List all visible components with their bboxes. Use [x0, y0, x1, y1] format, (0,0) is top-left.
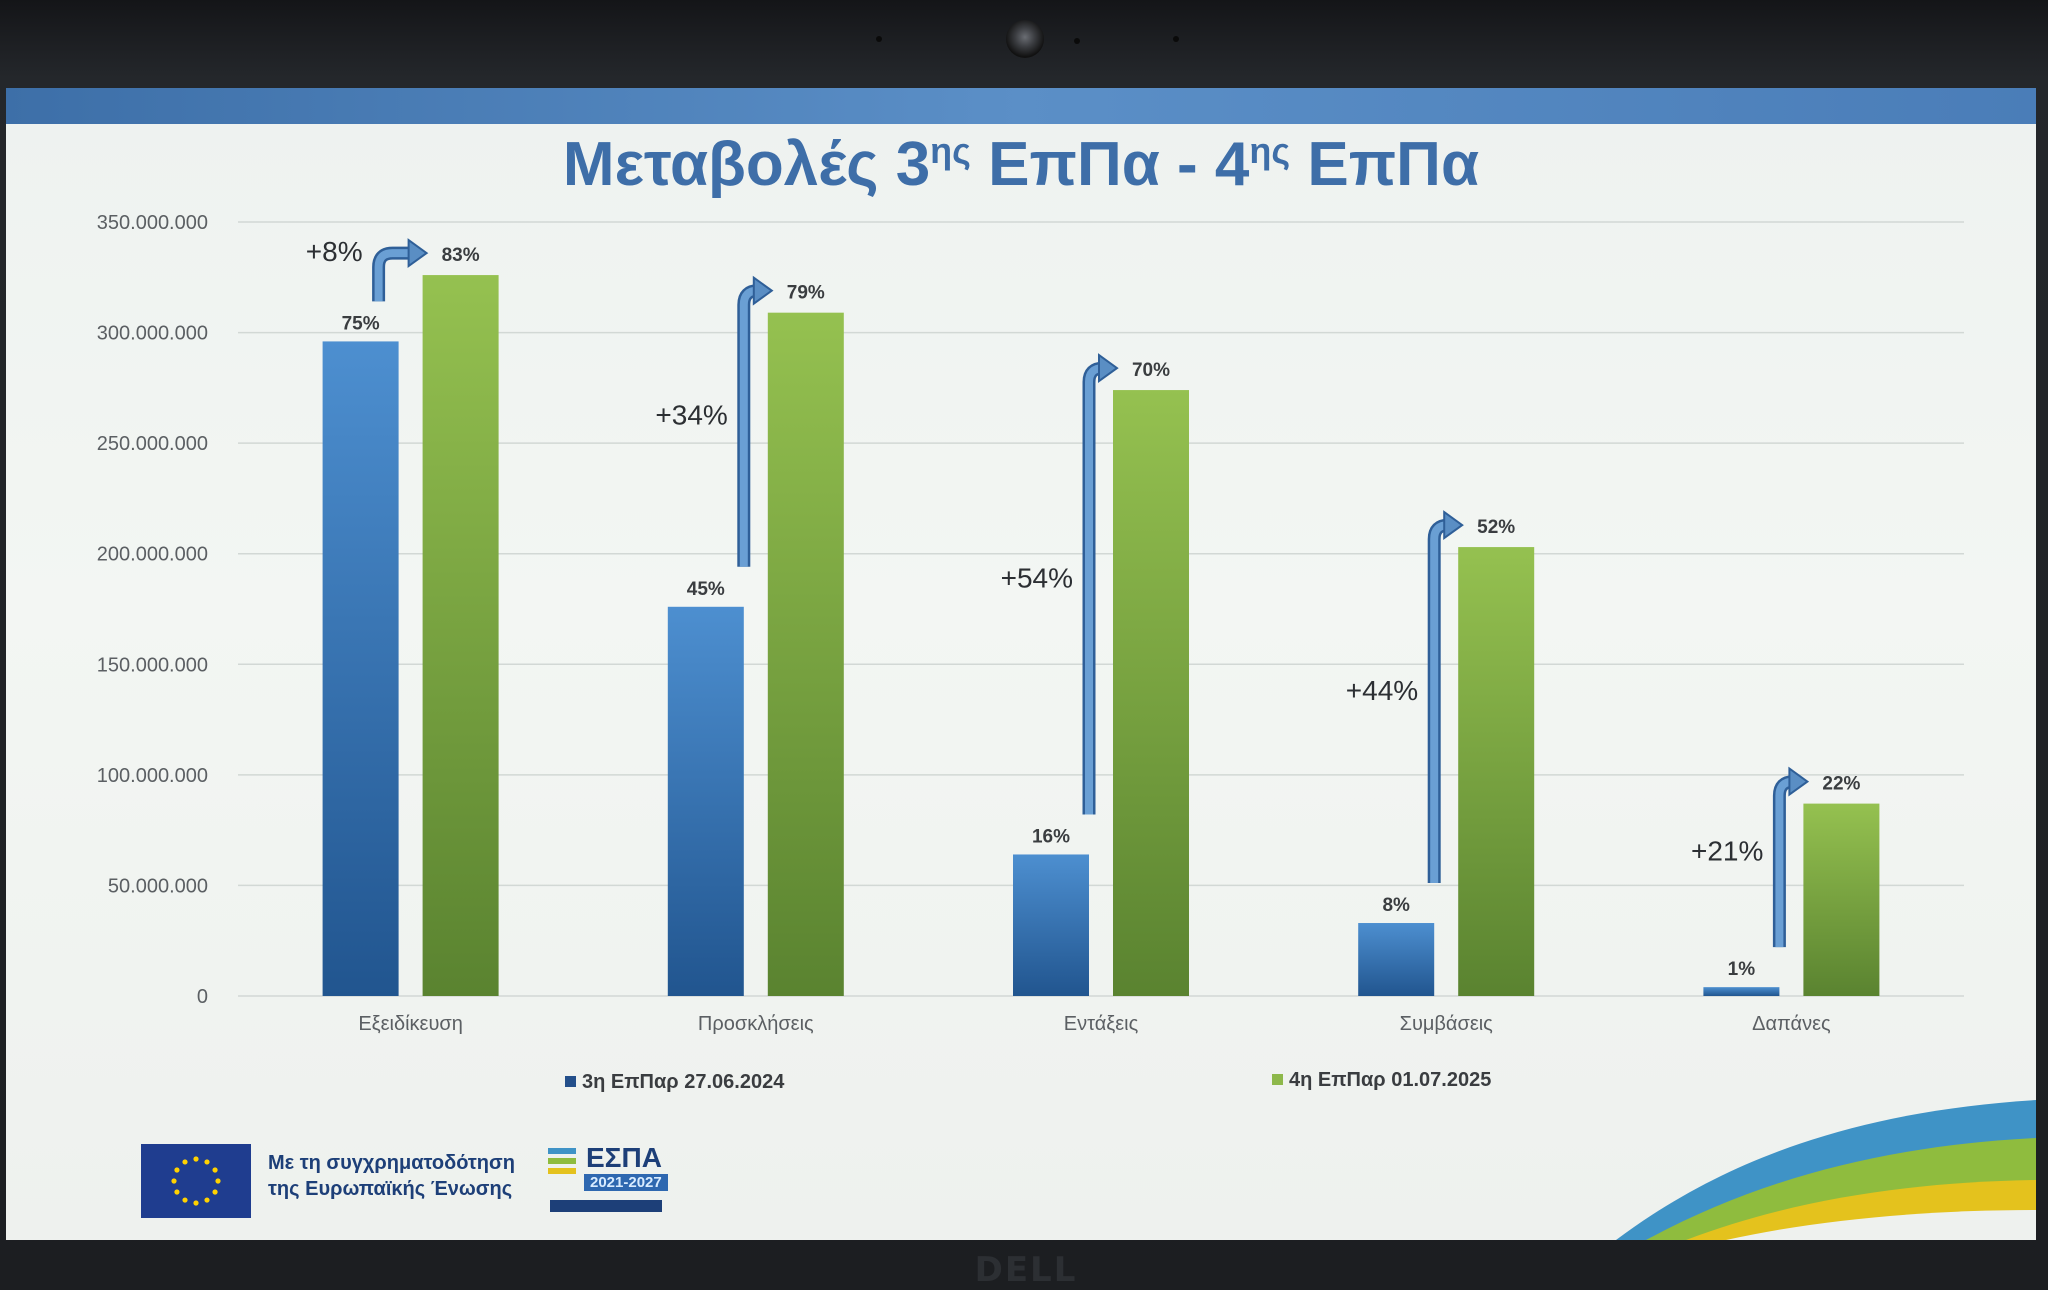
eu-flag-icon [141, 1144, 251, 1218]
eu-star [204, 1159, 210, 1165]
espa-stripe [548, 1148, 576, 1154]
title-part-a: Μεταβολές 3 [563, 130, 930, 199]
chart-title: Μεταβολές 3ης ΕπΠα - 4ης ΕπΠα [563, 130, 1479, 199]
change-arrow-shaft [1775, 777, 1794, 948]
data-label-series-1: 8% [1382, 895, 1410, 916]
y-tick-label: 150.000.000 [97, 654, 208, 676]
eu-star [212, 1189, 218, 1195]
x-axis-labels: Εξειδίκευση Προσκλήσεις Εντάξεις Συμβάσεις Δ… [358, 1013, 1831, 1035]
data-label-series-2: 52% [1477, 517, 1515, 538]
data-label-series-1: 16% [1032, 826, 1070, 847]
title-sup-1: ης [930, 130, 971, 171]
change-percent-label: +44% [1346, 675, 1418, 706]
presentation-slide: Μεταβολές 3ης ΕπΠα - 4ης ΕπΠα 0 50.000.00… [6, 88, 2036, 1240]
data-label-series-1: 75% [342, 313, 380, 334]
data-label-series-1: 45% [687, 579, 725, 600]
eu-star [215, 1178, 221, 1184]
espa-stripe [548, 1158, 576, 1164]
cofunding-line-1: Με τη συγχρηματοδότηση [268, 1152, 515, 1174]
change-arrow-head [1443, 510, 1464, 541]
change-arrow-shaft [1430, 521, 1449, 884]
eu-star [204, 1197, 210, 1203]
x-tick-label: Εντάξεις [1064, 1013, 1139, 1035]
sensor-dot [1074, 38, 1080, 44]
change-percent-label: +54% [1001, 562, 1073, 593]
title-part-b: ΕπΠα - 4 [971, 130, 1250, 199]
data-label-series-2: 83% [442, 245, 480, 266]
eu-star [171, 1178, 177, 1184]
x-tick-label: Προσκλήσεις [698, 1013, 814, 1035]
eu-star [182, 1159, 188, 1165]
laptop-brand-logo: DELL [974, 1250, 1078, 1290]
bar-series-2 [1803, 803, 1880, 996]
change-percent-label: +34% [655, 400, 727, 431]
change-arrow-head [1098, 353, 1119, 384]
bar-series-2 [1113, 390, 1189, 996]
y-tick-label: 350.000.000 [97, 212, 208, 234]
change-percent-label: +8% [306, 236, 363, 267]
bar-series-1 [1013, 854, 1089, 996]
cofunding-text: Με τη συγχρηματοδότηση της Ευρωπαϊκής Έν… [268, 1150, 548, 1202]
espa-tagline-bar [550, 1200, 662, 1212]
bar-series-1 [1358, 923, 1435, 996]
bar-series-2 [422, 275, 499, 996]
data-label-series-2: 79% [787, 283, 825, 304]
data-label-series-1: 1% [1728, 959, 1756, 980]
bar-series-2 [767, 312, 844, 996]
bars [322, 275, 1880, 997]
eu-star [182, 1197, 188, 1203]
bar-series-1 [667, 606, 744, 996]
gridlines [238, 221, 1964, 997]
slide-header-strip [6, 88, 2036, 124]
bar-series-2 [1458, 547, 1535, 996]
y-axis-ticks: 0 50.000.000 100.000.000 150.000.000 200.000… [97, 212, 208, 1008]
x-tick-label: Δαπάνες [1752, 1013, 1831, 1035]
change-arrow-shaft [1085, 364, 1104, 815]
title-sup-2: ης [1249, 130, 1290, 171]
webcam [1006, 20, 1044, 58]
y-tick-label: 300.000.000 [97, 323, 208, 345]
title-part-c: ΕπΠα [1290, 130, 1479, 199]
y-tick-label: 250.000.000 [97, 433, 208, 455]
change-arrow-head [407, 238, 429, 269]
change-percent-label: +21% [1691, 835, 1763, 866]
change-arrows: +8% +34% +54% +44% +21% [306, 236, 1810, 948]
legend-swatch-series-1 [565, 1076, 576, 1087]
sensor-dot [876, 36, 882, 42]
eu-star [193, 1156, 199, 1162]
change-arrow-shaft [374, 249, 409, 302]
bar-series-1 [322, 341, 399, 997]
y-tick-label: 50.000.000 [108, 875, 208, 897]
y-tick-label: 100.000.000 [97, 765, 208, 787]
espa-name: ΕΣΠΑ [586, 1142, 662, 1173]
data-labels: 75% 83% 45% 79% 16% 70% 8% 52% 1% 22% [342, 245, 1861, 980]
espa-stripe [548, 1168, 576, 1174]
legend-label-series-2: 4η ΕπΠαρ 01.07.2025 [1289, 1069, 1491, 1091]
legend-swatch-series-2 [1272, 1074, 1283, 1085]
y-tick-label: 200.000.000 [97, 544, 208, 566]
x-tick-label: Εξειδίκευση [358, 1013, 463, 1035]
y-tick-label: 0 [197, 986, 208, 1008]
decorative-swoosh [1616, 1100, 2036, 1240]
espa-logo: ΕΣΠΑ 2021-2027 [548, 1142, 678, 1220]
data-label-series-2: 22% [1822, 774, 1860, 795]
change-arrow-head [1788, 766, 1810, 797]
bar-chart: Μεταβολές 3ης ΕπΠα - 4ης ΕπΠα 050.000.00… [97, 130, 1964, 1093]
eu-star [193, 1200, 199, 1206]
sensor-dot [1173, 36, 1179, 42]
eu-star [174, 1189, 180, 1195]
eu-star [212, 1167, 218, 1173]
legend-label-series-1: 3η ΕπΠαρ 27.06.2024 [582, 1071, 785, 1093]
legend: 3η ΕπΠαρ 27.06.2024 4η ΕπΠαρ 01.07.2025 [565, 1069, 1491, 1093]
cofunding-line-2: της Ευρωπαϊκής Ένωσης [268, 1178, 513, 1200]
eu-star [174, 1167, 180, 1173]
change-arrow-head [752, 275, 774, 306]
data-label-series-2: 70% [1132, 360, 1170, 381]
bar-series-1 [1703, 987, 1780, 996]
espa-years: 2021-2027 [584, 1174, 668, 1191]
x-tick-label: Συμβάσεις [1400, 1013, 1494, 1035]
bezel-top [0, 0, 2048, 86]
